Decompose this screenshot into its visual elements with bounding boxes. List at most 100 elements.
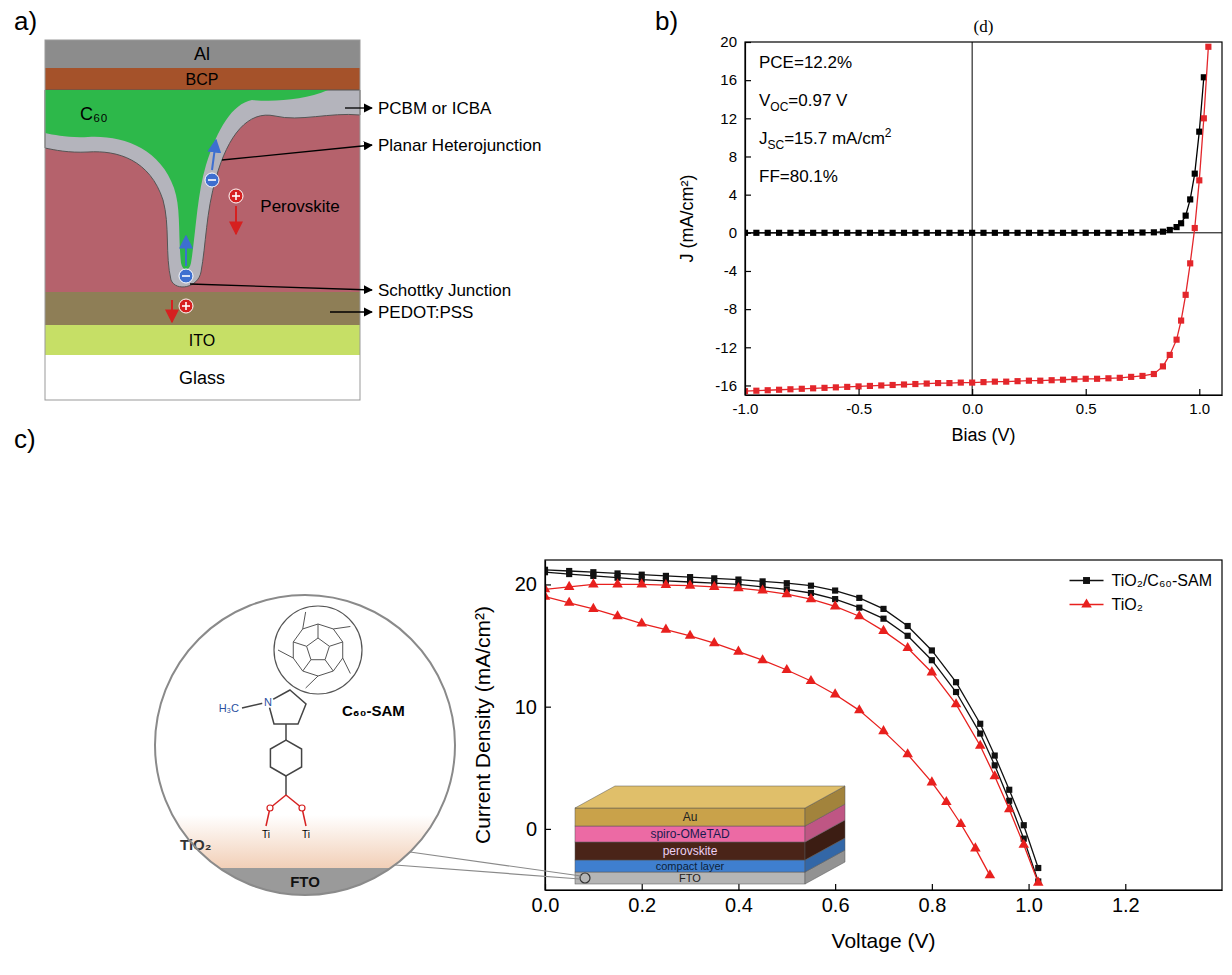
fullerene xyxy=(274,606,362,694)
tick-label: 1.2 xyxy=(1112,894,1140,916)
tick: 0.4 xyxy=(725,884,753,916)
axis-line xyxy=(746,395,1223,396)
atom-bg xyxy=(262,696,274,708)
marker xyxy=(1083,230,1089,236)
layer-pedot xyxy=(45,292,360,325)
marker xyxy=(1094,376,1100,382)
marker xyxy=(1083,376,1089,382)
marker xyxy=(927,666,938,675)
marker xyxy=(935,230,941,236)
marker xyxy=(733,582,744,591)
marker xyxy=(1187,196,1193,202)
marker xyxy=(958,230,964,236)
charge-sign xyxy=(182,275,190,277)
marker xyxy=(1139,373,1145,379)
marker xyxy=(808,583,814,589)
marker xyxy=(1178,220,1184,226)
annotation-part: SC xyxy=(768,138,785,152)
atom-label: Ti xyxy=(302,829,310,840)
legend-marker xyxy=(1081,598,1092,607)
layer-pcbm xyxy=(45,90,360,287)
tick-mark xyxy=(745,118,751,119)
marker xyxy=(1173,337,1179,343)
tick-mark xyxy=(745,271,751,272)
transport-arrow xyxy=(235,206,237,234)
tick-label: -8 xyxy=(724,300,737,317)
marker xyxy=(912,381,918,387)
marker xyxy=(1026,230,1032,236)
marker xyxy=(782,664,793,673)
marker xyxy=(1014,230,1020,236)
marker xyxy=(765,230,771,236)
marker xyxy=(969,230,975,236)
callout-arrow xyxy=(190,284,372,290)
layer-label: Al xyxy=(194,44,210,64)
tick-mark xyxy=(1125,884,1126,890)
layer-label: Glass xyxy=(179,368,225,388)
series-line xyxy=(545,572,1038,881)
tick-mark xyxy=(745,195,751,196)
marker xyxy=(1033,877,1044,886)
marker xyxy=(902,748,913,757)
marker xyxy=(985,869,996,878)
fullerene-bond xyxy=(278,650,293,658)
tick-label: 0.0 xyxy=(962,400,983,417)
oxygen xyxy=(267,805,273,811)
tick: 0.5 xyxy=(1076,389,1097,417)
annotation-bg xyxy=(757,52,854,73)
marker xyxy=(977,730,983,736)
charge-sign xyxy=(235,192,237,200)
marker xyxy=(878,625,889,634)
marker xyxy=(564,581,575,590)
plot-area xyxy=(545,567,1044,886)
tick: 0.6 xyxy=(822,884,850,916)
electron xyxy=(179,269,193,283)
tick-mark xyxy=(1028,884,1029,890)
tick-mark xyxy=(858,389,859,395)
annotation: JSC=15.7 mA/cm2 xyxy=(759,126,892,152)
marker xyxy=(951,698,962,707)
tick: 0.2 xyxy=(628,884,656,916)
marker xyxy=(1026,378,1032,384)
tick-label: 0 xyxy=(729,224,737,241)
marker xyxy=(1128,230,1134,236)
marker xyxy=(636,578,647,587)
marker xyxy=(1049,230,1055,236)
fullerene-bond xyxy=(293,642,306,646)
marker xyxy=(977,721,983,727)
axis-title: Voltage (V) xyxy=(832,929,936,952)
tick-label: 0.2 xyxy=(628,894,656,916)
fto-layer xyxy=(155,868,455,908)
tick-mark xyxy=(642,884,643,890)
tick-label: 1.0 xyxy=(1015,894,1043,916)
phenyl xyxy=(270,740,301,776)
marker xyxy=(1060,230,1066,236)
zoom-spot xyxy=(580,873,590,883)
tick-label: -1.0 xyxy=(733,400,759,417)
callout-label: Schottky Junction xyxy=(378,281,511,300)
legend-marker xyxy=(1083,577,1090,584)
atom-label: Ti xyxy=(262,829,270,840)
marker xyxy=(992,379,998,385)
tick-mark xyxy=(1086,389,1087,395)
marker xyxy=(941,796,952,805)
marker xyxy=(1105,230,1111,236)
transport-arrow xyxy=(212,140,216,170)
marker xyxy=(753,388,759,394)
marker xyxy=(1021,822,1027,828)
fullerene-cage xyxy=(307,638,330,660)
marker xyxy=(905,623,911,629)
marker xyxy=(854,610,865,619)
marker xyxy=(590,573,596,579)
marker xyxy=(799,230,805,236)
tick-label: 0.5 xyxy=(1076,400,1097,417)
marker xyxy=(776,387,782,393)
marker xyxy=(612,610,623,619)
marker xyxy=(975,740,986,749)
plot-area xyxy=(745,42,1222,395)
marker xyxy=(1192,171,1198,177)
marker xyxy=(564,597,575,606)
marker xyxy=(867,230,873,236)
hole xyxy=(229,189,243,203)
callout-arrow xyxy=(345,107,372,108)
